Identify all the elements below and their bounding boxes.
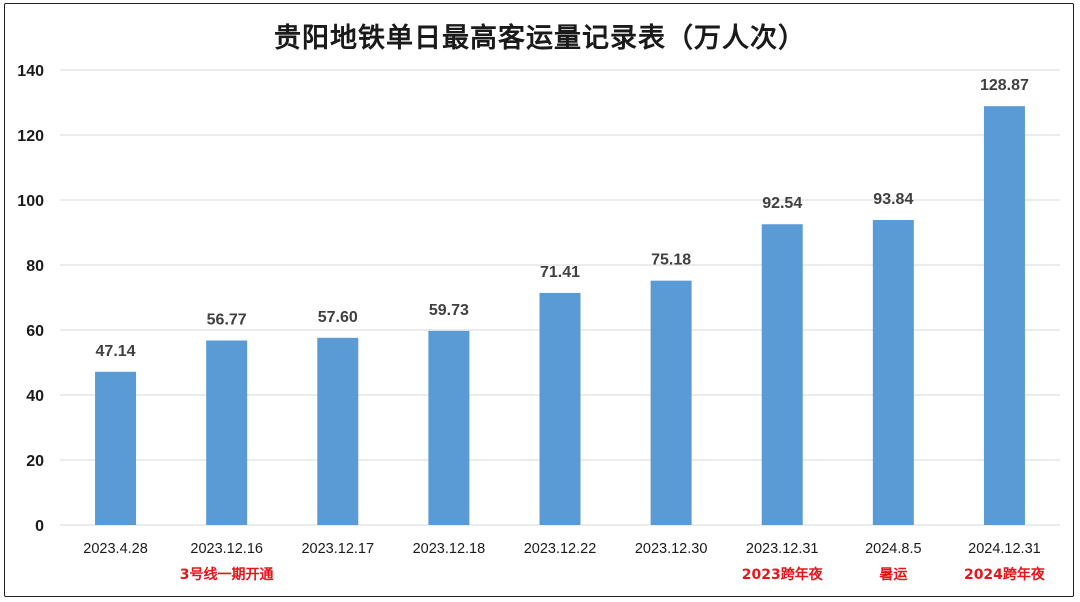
x-tick-label: 2023.12.31 [746,541,819,557]
category-note: 2023跨年夜 [742,566,824,583]
bar [872,220,914,525]
bar [95,371,137,525]
data-label: 59.73 [429,302,469,319]
y-tick-label: 100 [17,193,44,210]
bar [650,280,692,525]
data-label: 75.18 [651,252,691,269]
y-axis-ticks: 0 20 40 60 80 100 120 140 [17,63,44,535]
category-note: 3号线一期开通 [180,566,274,583]
bar [761,224,803,525]
bar [539,292,581,525]
data-label: 57.60 [318,309,358,326]
data-label: 56.77 [207,311,247,328]
x-tick-label: 2023.12.18 [413,541,486,557]
x-tick-label: 2023.12.16 [190,541,263,557]
category-notes: 3号线一期开通 2023跨年夜 暑运 2024跨年夜 [180,566,1046,583]
x-tick-label: 2023.12.22 [524,541,597,557]
category-note: 2024跨年夜 [964,566,1046,583]
chart-title: 贵阳地铁单日最高客运量记录表（万人次） [274,23,806,54]
data-label: 92.54 [762,195,802,212]
y-tick-label: 80 [26,258,44,275]
data-label: 128.87 [980,77,1029,94]
category-note: 暑运 [879,567,907,583]
bar [317,337,359,525]
bar [983,106,1025,526]
y-tick-label: 120 [17,128,44,145]
x-axis-ticks: 2023.4.28 2023.12.16 2023.12.17 2023.12.18 2… [83,541,1040,557]
data-label: 47.14 [96,343,136,360]
bars [95,106,1025,526]
bar [428,330,470,525]
x-tick-label: 2024.12.31 [968,541,1041,557]
data-label: 71.41 [540,264,580,281]
data-labels: 47.14 56.77 57.60 59.73 71.41 75.18 92.54 93.84… [96,77,1029,360]
y-tick-label: 60 [26,323,44,340]
x-tick-label: 2024.8.5 [865,541,921,557]
x-tick-label: 2023.4.28 [83,541,148,557]
x-tick-label: 2023.12.17 [301,541,374,557]
y-tick-label: 0 [35,518,44,535]
y-tick-label: 20 [26,453,44,470]
x-tick-label: 2023.12.30 [635,541,708,557]
y-tick-label: 140 [17,63,44,80]
data-label: 93.84 [873,191,913,208]
y-tick-label: 40 [26,388,44,405]
bar [206,340,248,525]
